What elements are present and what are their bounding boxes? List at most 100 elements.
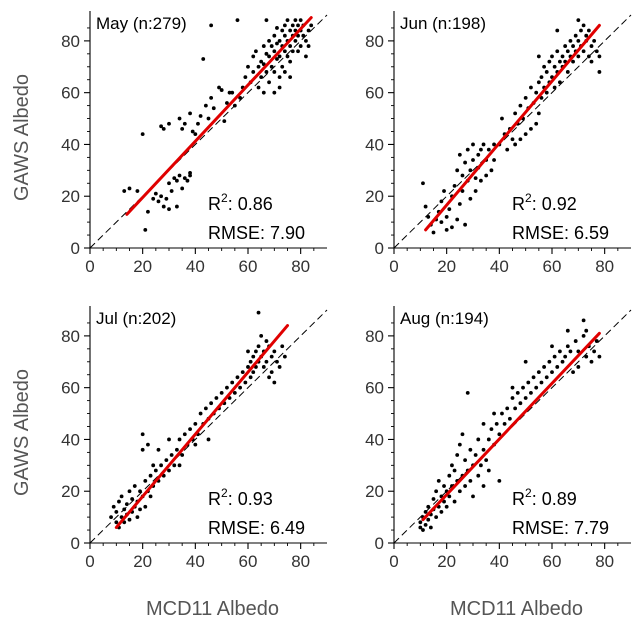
data-point [146,209,150,214]
data-point [568,349,573,354]
data-point [513,142,518,147]
data-point [457,489,462,494]
data-point [225,385,229,390]
data-point [280,28,285,33]
data-point [555,49,560,54]
data-point [558,349,562,354]
data-point [175,204,179,209]
data-point [143,227,148,232]
data-point [560,54,565,59]
data-point [426,504,431,509]
data-point [206,116,211,121]
data-point [471,494,475,499]
regression-line [421,331,601,522]
panel-title: Jul (n:202) [96,309,176,328]
data-point [296,49,300,54]
data-point [180,186,185,191]
data-point [282,23,287,28]
data-point [571,44,575,48]
data-point [555,365,560,369]
data-point [209,401,214,406]
data-point [135,189,140,193]
one-to-one-line [89,14,328,249]
data-point [479,463,483,468]
data-point [193,422,198,426]
x-tick-label: 20 [133,257,152,276]
data-point [304,38,308,43]
data-point [536,111,541,116]
r-squared-label: R2: 0.89 [512,486,577,509]
data-point [434,515,439,520]
data-point [481,447,486,452]
data-point [431,230,436,235]
data-point [301,33,306,38]
x-tick-label: 20 [133,552,152,571]
data-point [481,484,486,488]
data-point [261,365,266,369]
data-point [518,137,523,142]
data-point [500,411,504,416]
data-point [161,204,166,209]
panel-4: 0 20 40 60 80 0 20 40 60 80 Aug (n:194) R2: 0.89 RMS… [365,306,632,620]
data-point [248,375,253,380]
y-tick-label: 0 [375,239,384,258]
data-point [489,427,494,431]
data-point [494,422,499,426]
data-point [489,168,494,173]
data-point [261,90,266,95]
data-point [132,484,137,488]
data-point [558,59,562,64]
data-point [479,147,483,152]
data-point [256,344,261,349]
rmse-label: RMSE: 7.79 [512,518,609,538]
data-point [502,422,507,426]
data-point [267,375,271,380]
data-point [450,225,454,230]
data-point [471,158,475,162]
data-point [177,463,182,468]
data-point [447,494,452,499]
panel-3: 0 20 40 60 80 0 20 40 60 80 Jul (n:202) R2: 0.93 RMS… [11,306,328,620]
data-point [439,220,444,225]
data-point [217,85,221,90]
data-point [264,70,269,74]
y-tick-label: 60 [61,379,80,398]
data-point [238,95,243,100]
data-point [209,95,214,100]
data-point [576,18,581,23]
data-point [442,189,446,193]
data-point [122,189,127,193]
data-point [277,365,282,369]
data-point [182,121,187,126]
data-point [275,57,279,61]
data-point [309,23,314,28]
x-tick-label: 60 [239,257,258,276]
data-point [246,64,250,69]
y-tick-label: 0 [375,534,384,553]
data-point [167,468,171,473]
data-point [589,44,594,48]
data-point [290,49,295,54]
data-point [529,85,533,90]
data-point [130,497,135,501]
data-point [140,447,145,452]
data-point [277,38,282,43]
data-point [529,390,533,395]
data-point [565,344,570,349]
y-tick-label: 20 [365,187,384,206]
x-tick-label: 20 [437,552,456,571]
data-point [280,344,285,349]
data-point [521,385,525,390]
data-point [193,132,198,136]
data-point [544,375,549,380]
data-point [455,217,460,222]
data-point [232,390,237,395]
data-point [124,502,129,507]
data-point [426,517,431,522]
data-point [597,354,602,359]
data-point [288,75,293,80]
data-point [190,129,195,134]
data-point [267,54,271,59]
data-point [568,38,573,43]
